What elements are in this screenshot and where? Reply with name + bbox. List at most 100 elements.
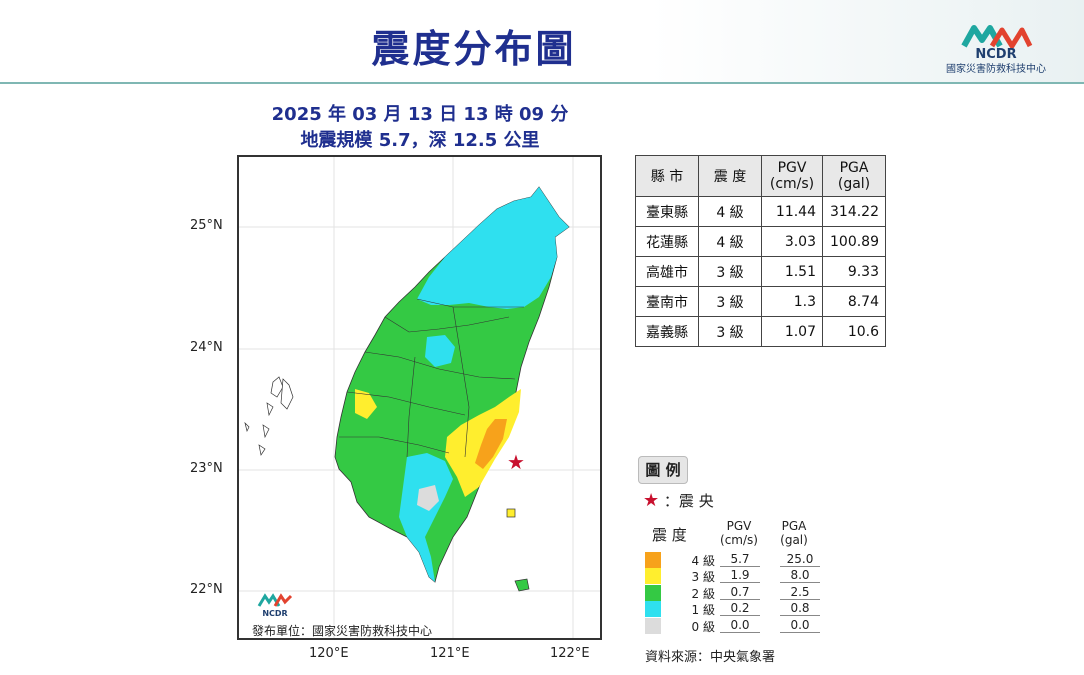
row-intensity: 3 級 xyxy=(698,286,762,317)
event-magnitude-depth: 地震規模 5.7，深 12.5 公里 xyxy=(300,130,540,151)
legend-col-pgv-unit: (cm/s) xyxy=(720,533,758,547)
epicenter-star-icon: ★ xyxy=(507,450,525,474)
legend-level: 4 級 xyxy=(691,554,715,568)
row-county: 臺東縣 xyxy=(635,196,699,227)
legend-level: 0 級 xyxy=(691,620,715,634)
legend-pga: 0.0 xyxy=(780,618,820,633)
mini-ncdr-logo-wordmark: NCDR xyxy=(262,609,287,618)
lon-label-121: 121°E xyxy=(430,646,470,661)
epicenter-legend-star-icon: ★ xyxy=(643,490,660,511)
legend-level: 1 級 xyxy=(691,603,715,617)
legend-level: 3 級 xyxy=(691,570,715,584)
row-pgv: 11.44 xyxy=(761,196,823,227)
mini-ncdr-logo-icon: NCDR xyxy=(257,593,293,618)
legend-row: 4 級 5.7 25.0 xyxy=(645,552,820,568)
legend-col-pgv: PGV (cm/s) xyxy=(718,519,760,547)
header-background xyxy=(0,0,1084,82)
row-pga: 9.33 xyxy=(822,256,886,287)
row-pga: 314.22 xyxy=(822,196,886,227)
legend-swatch-level4 xyxy=(645,552,661,568)
green-island xyxy=(506,508,516,518)
header-pgv-unit: (cm/s) xyxy=(769,176,815,192)
row-pga: 10.6 xyxy=(822,316,886,347)
legend-epicenter-label: ：震 央 xyxy=(663,492,714,510)
row-intensity: 3 級 xyxy=(698,316,762,347)
legend-row: 1 級 0.2 0.8 xyxy=(645,601,820,617)
lat-label-25: 25°N xyxy=(190,218,223,233)
table-row: 臺東縣 4 級 11.44 314.22 xyxy=(635,196,886,227)
legend-epicenter: ★ ：震 央 xyxy=(643,490,714,511)
lat-label-23: 23°N xyxy=(190,461,223,476)
zone-level4-east xyxy=(475,419,507,469)
page-title: 震度分布圖 xyxy=(371,27,577,71)
table-row: 高雄市 3 級 1.51 9.33 xyxy=(635,256,886,287)
row-pgv: 1.07 xyxy=(761,316,823,347)
legend-level: 2 級 xyxy=(691,587,715,601)
header-divider xyxy=(0,82,1084,84)
legend-swatch-level2 xyxy=(645,585,661,601)
legend-pga: 0.8 xyxy=(780,601,820,616)
legend-col-pgv-label: PGV xyxy=(726,519,752,533)
row-intensity: 4 級 xyxy=(698,226,762,257)
orchid-island xyxy=(514,578,530,592)
row-county: 高雄市 xyxy=(635,256,699,287)
legend-pgv: 0.0 xyxy=(720,618,760,633)
zone-level0 xyxy=(417,485,439,511)
table-header-row: 縣 市 震 度 PGV (cm/s) PGA (gal) xyxy=(635,155,886,197)
legend-pga: 25.0 xyxy=(780,552,820,567)
legend-col-intensity: 震 度 xyxy=(652,526,687,544)
mini-ncdr-logo: NCDR xyxy=(255,590,295,618)
row-intensity: 4 級 xyxy=(698,196,762,227)
legend-col-pga-unit: (gal) xyxy=(780,533,808,547)
legend-row: 2 級 0.7 2.5 xyxy=(645,585,820,601)
header-pgv-label: PGV xyxy=(777,160,807,176)
zone-level1-central xyxy=(425,335,455,367)
header-pgv: PGV (cm/s) xyxy=(761,155,823,197)
legend-pgv: 1.9 xyxy=(720,568,760,583)
lon-label-120: 120°E xyxy=(309,646,349,661)
row-pga: 8.74 xyxy=(822,286,886,317)
header-pga-unit: (gal) xyxy=(837,176,871,192)
zone-level1-south xyxy=(399,453,453,582)
lat-label-22: 22°N xyxy=(190,582,223,597)
intensity-table: 縣 市 震 度 PGV (cm/s) PGA (gal) 臺東縣 4 級 11.… xyxy=(635,155,886,347)
legend-col-pga: PGA (gal) xyxy=(774,519,814,547)
table-row: 嘉義縣 3 級 1.07 10.6 xyxy=(635,316,886,347)
row-pgv: 1.3 xyxy=(761,286,823,317)
legend-col-pga-label: PGA xyxy=(781,519,807,533)
legend-pgv: 0.7 xyxy=(720,585,760,600)
header-pga-label: PGA xyxy=(839,160,869,176)
county-boundaries xyxy=(339,298,524,458)
ncdr-logo: NCDR 國家災害防救科技中心 xyxy=(930,20,1070,82)
legend-row: 0 級 0.0 0.0 xyxy=(645,618,820,634)
table-row: 花蓮縣 4 級 3.03 100.89 xyxy=(635,226,886,257)
zone-level3-west xyxy=(355,389,377,419)
legend-pgv: 0.2 xyxy=(720,601,760,616)
penghu-islands xyxy=(244,376,294,456)
ncdr-logo-icon: NCDR xyxy=(961,25,1033,62)
row-pga: 100.89 xyxy=(822,226,886,257)
ncdr-logo-subtitle: 國家災害防救科技中心 xyxy=(946,64,1046,75)
row-pgv: 1.51 xyxy=(761,256,823,287)
publisher-label: 發布單位：國家災害防救科技中心 xyxy=(252,624,433,638)
table-row: 臺南市 3 級 1.3 8.74 xyxy=(635,286,886,317)
legend-pgv: 5.7 xyxy=(720,552,760,567)
header-intensity: 震 度 xyxy=(698,155,762,197)
lon-label-122: 122°E xyxy=(550,646,590,661)
row-county: 臺南市 xyxy=(635,286,699,317)
row-pgv: 3.03 xyxy=(761,226,823,257)
legend-pga: 2.5 xyxy=(780,585,820,600)
lat-label-24: 24°N xyxy=(190,340,223,355)
legend-swatch-level0 xyxy=(645,618,661,634)
legend-swatch-level3 xyxy=(645,568,661,584)
data-source: 資料來源：中央氣象署 xyxy=(645,650,776,665)
row-county: 花蓮縣 xyxy=(635,226,699,257)
legend-pga: 8.0 xyxy=(780,568,820,583)
header-pga: PGA (gal) xyxy=(822,155,886,197)
row-county: 嘉義縣 xyxy=(635,316,699,347)
intensity-map: ★ xyxy=(237,155,602,640)
legend-row: 3 級 1.9 8.0 xyxy=(645,568,820,584)
ncdr-logo-wordmark: NCDR xyxy=(975,47,1016,60)
event-datetime: 2025 年 03 月 13 日 13 時 09 分 xyxy=(271,104,569,125)
legend-swatch-level1 xyxy=(645,601,661,617)
